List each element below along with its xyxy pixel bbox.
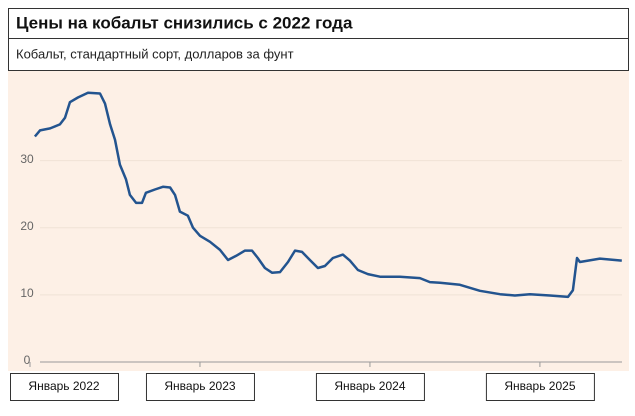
- x-tick-box: [485, 373, 595, 401]
- x-tick-label: Январь 2025: [504, 379, 575, 393]
- plot-background: [8, 71, 629, 371]
- x-tick-box: [315, 373, 425, 401]
- title-box: [8, 8, 629, 39]
- subtitle-box: [8, 38, 629, 71]
- chart-subtitle: Кобальт, стандартный сорт, долларов за ф…: [16, 46, 294, 61]
- chart-title: Цены на кобальт снизились с 2022 года: [16, 13, 353, 32]
- y-tick-label: 20: [20, 219, 34, 233]
- x-tick-box: [145, 373, 255, 401]
- price-line: [33, 91, 622, 299]
- y-tick-label: 10: [20, 286, 34, 300]
- y-tick-label: 0: [24, 353, 31, 367]
- x-tick-box: [10, 373, 119, 401]
- y-tick-label: 30: [20, 152, 34, 166]
- x-tick-label: Январь 2024: [334, 379, 405, 393]
- x-tick-label: Январь 2022: [28, 379, 99, 393]
- x-tick-label: Январь 2023: [164, 379, 235, 393]
